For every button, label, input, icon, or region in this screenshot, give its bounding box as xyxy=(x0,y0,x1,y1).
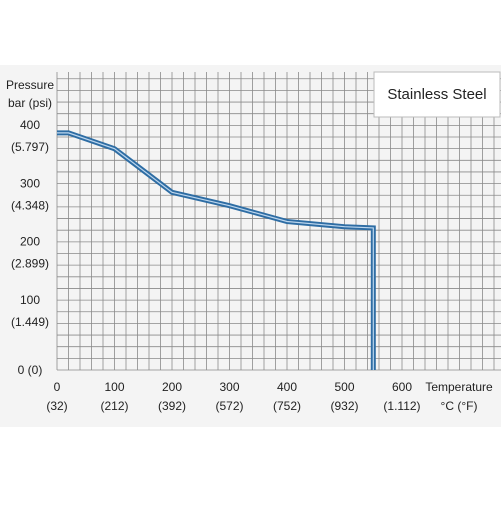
y-tick-labels: 0 (0) 100 (1.449) 200 (2.899) 300 (4.348) 400 (5… xyxy=(11,118,49,377)
y-tick-label: 200 xyxy=(20,235,40,249)
x-tick-label: 100 xyxy=(104,380,124,394)
series-layer xyxy=(57,130,376,370)
y-axis-title-line: bar (psi) xyxy=(8,96,52,110)
legend-box xyxy=(373,71,501,118)
x-axis-title: Temperature °C (°F) xyxy=(425,380,493,413)
plot-area-background xyxy=(0,65,501,427)
x-tick-sublabel: (1.112) xyxy=(383,399,420,413)
legend-label: Stainless Steel xyxy=(387,86,486,103)
y-tick-label: 0 (0) xyxy=(18,363,43,377)
y-tick-label: 400 xyxy=(20,118,40,132)
x-tick-sublabel: (932) xyxy=(330,399,358,413)
x-tick-label: 300 xyxy=(219,380,239,394)
legend: Stainless Steel xyxy=(373,71,501,118)
x-tick-label: 400 xyxy=(277,380,297,394)
x-tick-label: 200 xyxy=(162,380,182,394)
x-tick-sublabel: (32) xyxy=(46,399,67,413)
x-tick-sublabel: (212) xyxy=(100,399,128,413)
x-tick-sublabel: (752) xyxy=(273,399,301,413)
x-tick-labels: 0 (32) 100 (212) 200 (392) 300 (572) 400 (752) 500… xyxy=(46,380,420,413)
y-tick-sublabel: (1.449) xyxy=(11,315,49,329)
y-tick-sublabel: (4.348) xyxy=(11,198,49,212)
x-tick-sublabel: (392) xyxy=(158,399,186,413)
y-tick-sublabel: (2.899) xyxy=(11,257,49,271)
x-axis-title-line: Temperature xyxy=(425,380,493,394)
y-tick-sublabel: (5.797) xyxy=(11,140,49,154)
x-tick-sublabel: (572) xyxy=(215,399,243,413)
x-tick-label: 600 xyxy=(392,380,412,394)
y-tick-label: 300 xyxy=(20,176,40,190)
x-tick-label: 0 xyxy=(54,380,61,394)
series-line-inner xyxy=(57,132,374,370)
y-axis-title: Pressure bar (psi) xyxy=(6,78,54,110)
y-tick-label: 100 xyxy=(20,293,40,307)
x-axis-title-line: °C (°F) xyxy=(441,399,478,413)
y-axis-title-line: Pressure xyxy=(6,78,54,92)
x-tick-label: 500 xyxy=(334,380,354,394)
